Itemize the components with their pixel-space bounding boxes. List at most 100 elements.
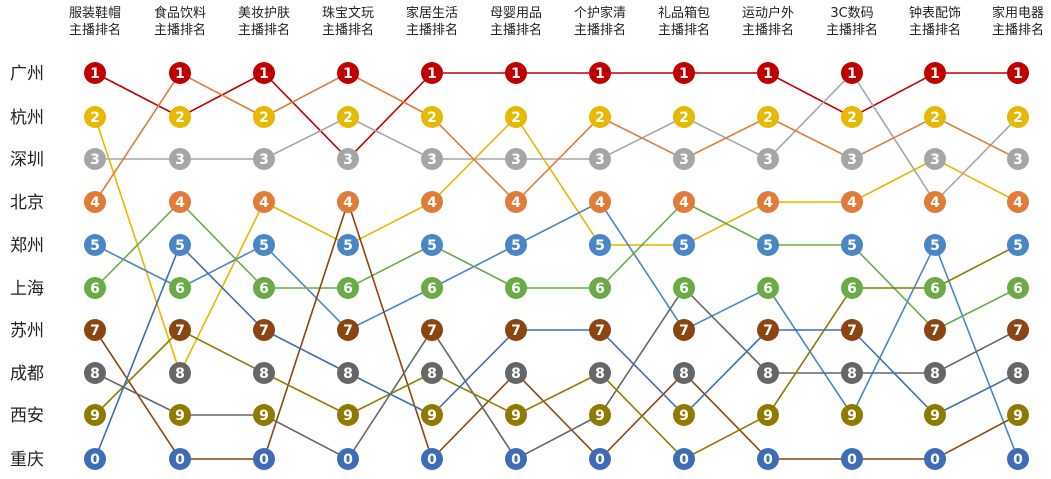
rank-point: 9 — [421, 404, 443, 426]
rank-label: 4 — [595, 195, 605, 211]
rank-marker — [253, 62, 275, 84]
rank-marker — [1007, 148, 1029, 170]
rank-label: 0 — [175, 452, 185, 468]
rank-point: 6 — [505, 277, 527, 299]
row-label: 北京 — [10, 193, 44, 213]
series-line — [94, 243, 1019, 460]
rank-point: 0 — [1007, 448, 1029, 470]
rank-point: 0 — [421, 448, 443, 470]
rank-marker — [1007, 362, 1029, 384]
rank-marker — [253, 234, 275, 256]
rank-point: 3 — [421, 148, 443, 170]
rank-point: 4 — [505, 191, 527, 213]
rank-point: 3 — [757, 148, 779, 170]
row-label: 广州 — [10, 64, 44, 84]
rank-point: 8 — [169, 362, 191, 384]
rank-marker — [841, 62, 863, 84]
series-lines — [94, 71, 1019, 461]
rank-marker — [757, 234, 779, 256]
rank-marker — [421, 106, 443, 128]
rank-marker — [505, 148, 527, 170]
rank-point: 9 — [841, 404, 863, 426]
rank-marker — [169, 148, 191, 170]
rank-label: 0 — [763, 452, 773, 468]
rank-point: 2 — [505, 106, 527, 128]
rank-label: 3 — [259, 152, 269, 168]
rank-label: 2 — [259, 110, 269, 126]
rank-point: 4 — [337, 191, 359, 213]
rank-point: 2 — [673, 106, 695, 128]
rank-point: 9 — [589, 404, 611, 426]
rank-marker — [673, 319, 695, 341]
rank-label: 3 — [679, 152, 689, 168]
rank-label: 1 — [343, 66, 353, 82]
rank-label: 8 — [343, 366, 353, 382]
column-header: 运动户外主播排名 — [742, 5, 794, 38]
row-label: 成都 — [10, 364, 44, 384]
rank-point: 1 — [337, 62, 359, 84]
rank-label: 8 — [763, 366, 773, 382]
column-header: 家居生活主播排名 — [406, 5, 458, 38]
rank-marker — [924, 362, 946, 384]
rank-label: 6 — [175, 281, 185, 297]
rank-label: 5 — [847, 238, 857, 254]
rank-marker — [924, 448, 946, 470]
rank-point: 2 — [841, 106, 863, 128]
rank-point: 5 — [924, 234, 946, 256]
rank-point: 7 — [169, 319, 191, 341]
rank-label: 4 — [343, 195, 353, 211]
rank-marker — [421, 404, 443, 426]
rank-label: 6 — [847, 281, 857, 297]
rank-marker — [169, 448, 191, 470]
column-header: 家用电器主播排名 — [992, 5, 1044, 38]
rank-marker — [1007, 448, 1029, 470]
rank-label: 0 — [930, 452, 940, 468]
rank-marker — [169, 106, 191, 128]
rank-point: 0 — [505, 448, 527, 470]
rank-marker — [673, 62, 695, 84]
rank-point: 8 — [421, 362, 443, 384]
rank-marker — [757, 106, 779, 128]
rank-label: 9 — [259, 408, 269, 424]
rank-point: 8 — [337, 362, 359, 384]
rank-marker — [841, 106, 863, 128]
rank-point: 8 — [924, 362, 946, 384]
rank-marker — [337, 319, 359, 341]
rank-label: 0 — [259, 452, 269, 468]
rank-point: 3 — [924, 148, 946, 170]
rank-marker — [84, 319, 106, 341]
rank-label: 6 — [259, 281, 269, 297]
rank-point: 6 — [673, 277, 695, 299]
rank-point: 3 — [841, 148, 863, 170]
rank-marker — [673, 191, 695, 213]
rank-label: 0 — [90, 452, 100, 468]
rank-label: 3 — [847, 152, 857, 168]
rank-marker — [337, 62, 359, 84]
rank-marker — [337, 362, 359, 384]
rank-point: 9 — [253, 404, 275, 426]
rank-point: 2 — [169, 106, 191, 128]
rank-point: 6 — [337, 277, 359, 299]
rank-label: 4 — [511, 195, 521, 211]
rank-label: 8 — [930, 366, 940, 382]
rank-label: 9 — [343, 408, 353, 424]
rank-marker — [505, 319, 527, 341]
rank-label: 7 — [1013, 323, 1023, 339]
rank-marker — [337, 191, 359, 213]
rank-label: 6 — [930, 281, 940, 297]
rank-marker — [253, 277, 275, 299]
rank-point: 7 — [757, 319, 779, 341]
rank-marker — [84, 277, 106, 299]
rank-label: 3 — [343, 152, 353, 168]
rank-marker — [841, 148, 863, 170]
rank-marker — [253, 362, 275, 384]
rank-marker — [673, 106, 695, 128]
rank-marker — [169, 404, 191, 426]
rank-point: 4 — [924, 191, 946, 213]
rank-point: 3 — [505, 148, 527, 170]
rank-label: 4 — [847, 195, 857, 211]
rank-label: 2 — [427, 110, 437, 126]
rank-label: 4 — [175, 195, 185, 211]
rank-marker — [757, 277, 779, 299]
